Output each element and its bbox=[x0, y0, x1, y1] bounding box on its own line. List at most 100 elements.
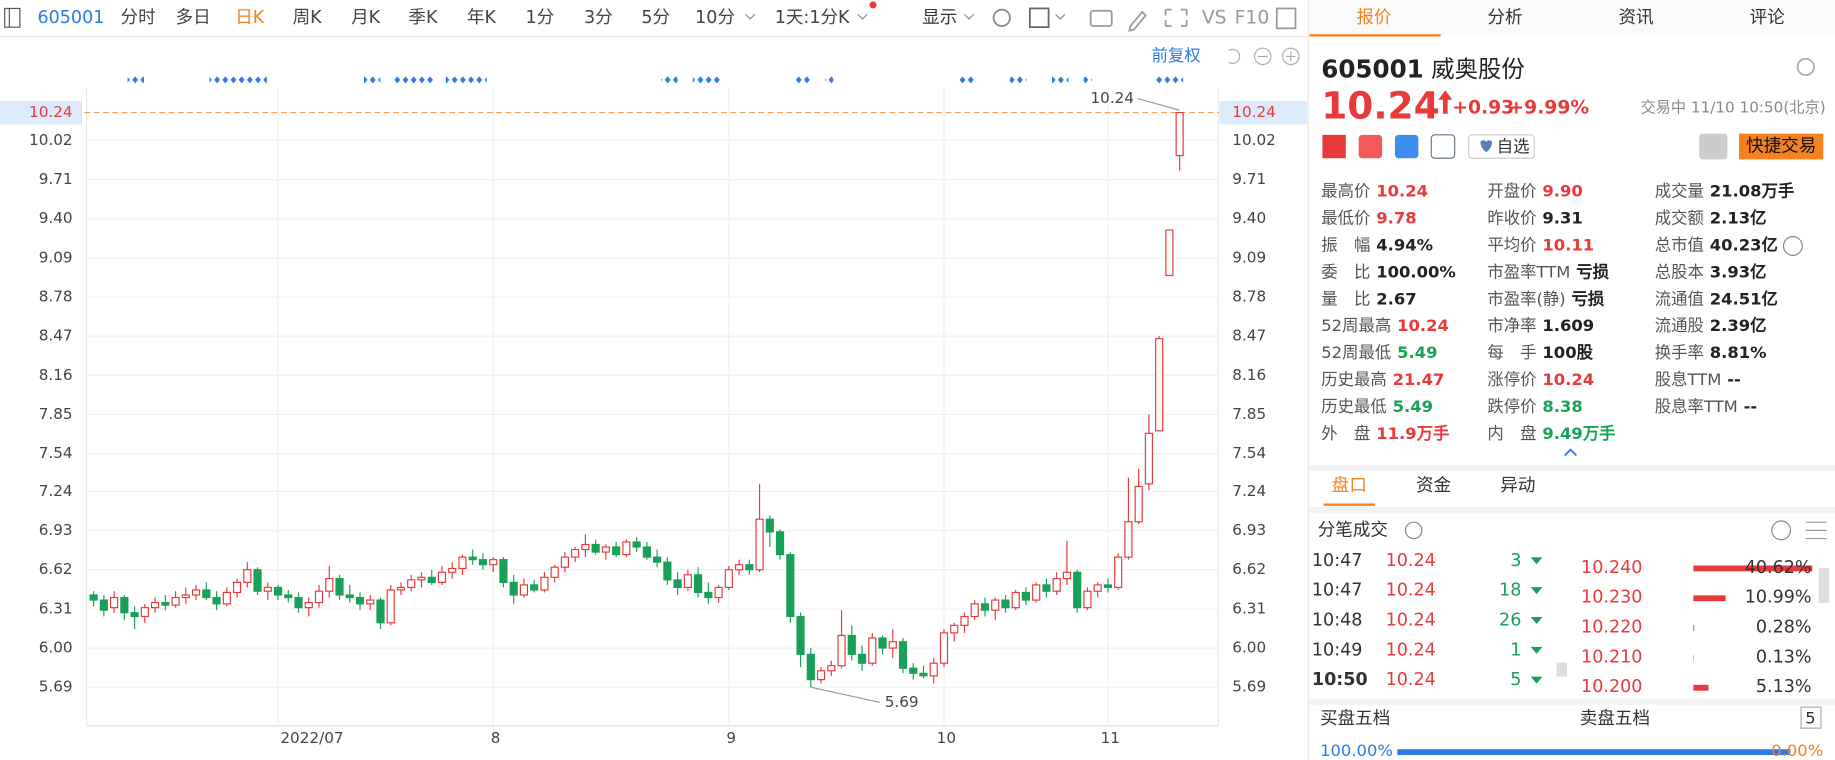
more-icon[interactable] bbox=[1782, 236, 1803, 256]
subtab[interactable]: 资金 bbox=[1416, 476, 1452, 496]
y-tick-label: 9.71 bbox=[39, 170, 73, 188]
panel-icon[interactable] bbox=[1275, 7, 1297, 30]
candle-body bbox=[1052, 578, 1061, 592]
levels[interactable]: 5 bbox=[1805, 708, 1815, 727]
plot: 10.02 10.02 9.71 9.71 9.40 9.40 9.09 9.09 8.78 8.… bbox=[0, 88, 1309, 747]
zoom-icons bbox=[1228, 48, 1296, 65]
settings-icon[interactable] bbox=[1796, 57, 1815, 77]
x-tick-label: 11 bbox=[1101, 729, 1120, 747]
candle-body bbox=[540, 576, 549, 591]
ratio-bar bbox=[1397, 749, 1791, 756]
period-button[interactable]: 周K bbox=[293, 8, 323, 28]
candle-body bbox=[673, 579, 682, 589]
toolbar-code[interactable]: 605001 bbox=[37, 8, 104, 28]
period-button[interactable]: 5分 bbox=[641, 8, 670, 28]
period-button[interactable]: 3分 bbox=[584, 8, 613, 28]
tab[interactable]: 分析 bbox=[1487, 8, 1522, 28]
tab[interactable]: 评论 bbox=[1750, 8, 1786, 28]
sell-arrow bbox=[1530, 557, 1543, 565]
y-tick-label: 7.85 bbox=[39, 405, 73, 423]
candle-body bbox=[468, 556, 477, 561]
candle-body bbox=[714, 586, 723, 599]
zoom-in[interactable] bbox=[1282, 47, 1300, 66]
candle-body bbox=[724, 569, 733, 589]
stat-label: 市盈率TTM bbox=[1487, 262, 1570, 281]
info-icon[interactable] bbox=[1404, 521, 1423, 540]
y2-tick-label: 9.71 bbox=[1232, 170, 1266, 188]
collapse[interactable] bbox=[1564, 448, 1577, 457]
candle-body bbox=[1165, 229, 1174, 277]
stat-value: 8.38 bbox=[1542, 397, 1582, 416]
bell-button[interactable] bbox=[1699, 133, 1728, 160]
more-icon[interactable] bbox=[1771, 520, 1792, 541]
tab[interactable]: 报价 bbox=[1356, 8, 1392, 28]
book-share: 40.62% bbox=[1745, 558, 1812, 578]
stat-value: 9.31 bbox=[1542, 209, 1582, 228]
candle-body bbox=[273, 586, 283, 596]
period-button[interactable]: 分时 bbox=[121, 8, 156, 28]
vs-button[interactable]: VS bbox=[1202, 7, 1227, 28]
list-icon[interactable] bbox=[1805, 521, 1827, 540]
zoom-out[interactable] bbox=[1253, 47, 1272, 66]
subtab[interactable]: 盘口 bbox=[1332, 476, 1367, 496]
stat-value: 5.49 bbox=[1397, 343, 1437, 362]
watch-label[interactable]: 自选 bbox=[1497, 137, 1530, 156]
period-button[interactable]: 季K bbox=[408, 8, 438, 28]
period-button[interactable]: 10分 bbox=[695, 8, 735, 28]
adjust-button[interactable]: 前复权 bbox=[1152, 46, 1201, 65]
candle-body bbox=[140, 607, 149, 618]
buy-ratio: 100.00% bbox=[1320, 741, 1393, 760]
icon[interactable] bbox=[1358, 134, 1383, 159]
trade-button[interactable] bbox=[1739, 133, 1824, 160]
fullscreen-icon[interactable] bbox=[1164, 8, 1188, 27]
y2-tick-label: 6.93 bbox=[1232, 521, 1266, 539]
trade-price: 10.24 bbox=[1386, 670, 1436, 690]
checkbox-icon[interactable] bbox=[1028, 7, 1050, 29]
stat-label: 成交额 bbox=[1655, 209, 1704, 228]
quote-code: 605001 bbox=[1321, 54, 1424, 83]
stat-value: 亏损 bbox=[1572, 289, 1605, 308]
stat-label: 每 手 bbox=[1487, 343, 1536, 362]
period-button[interactable]: 月K bbox=[351, 8, 381, 28]
up-arrow bbox=[1438, 90, 1453, 114]
f10-button[interactable]: F10 bbox=[1235, 7, 1270, 28]
stat-value: 21.08万手 bbox=[1710, 182, 1795, 201]
low-note: 5.69 bbox=[885, 693, 919, 711]
levels-box[interactable] bbox=[1800, 706, 1822, 729]
stat-label: 开盘价 bbox=[1487, 182, 1536, 201]
trade-price: 10.24 bbox=[1386, 640, 1436, 660]
candle-body bbox=[345, 594, 354, 599]
menu-icon[interactable] bbox=[4, 7, 21, 28]
candle-body bbox=[929, 662, 938, 677]
period-button[interactable]: 日K bbox=[235, 8, 265, 28]
y-tick-label: 7.54 bbox=[39, 444, 73, 462]
pen-icon[interactable] bbox=[1128, 10, 1147, 32]
candle-body bbox=[1001, 599, 1010, 609]
display-menu[interactable]: 显示 bbox=[922, 8, 957, 28]
camera-icon[interactable] bbox=[1089, 9, 1113, 27]
watch-button[interactable] bbox=[1468, 134, 1535, 159]
icon[interactable] bbox=[1430, 134, 1456, 159]
icon[interactable] bbox=[1394, 134, 1419, 159]
book-price: 10.210 bbox=[1581, 647, 1642, 667]
trade-label[interactable]: 快捷交易 bbox=[1746, 137, 1816, 157]
settings-icon[interactable] bbox=[992, 8, 1011, 27]
period-button[interactable]: 多日 bbox=[176, 8, 211, 28]
stat-label: 股息TTM bbox=[1655, 370, 1722, 389]
y2-tick-label: 8.47 bbox=[1232, 327, 1266, 345]
ticks-title: 分笔成交 bbox=[1318, 520, 1388, 540]
period-button[interactable]: 1分 bbox=[525, 8, 554, 28]
subtab[interactable]: 异动 bbox=[1500, 476, 1535, 496]
stat-value: 1.609 bbox=[1542, 316, 1594, 335]
tab[interactable]: 资讯 bbox=[1618, 8, 1653, 28]
period-button[interactable]: 年K bbox=[467, 8, 497, 28]
stat-value: 10.24 bbox=[1376, 182, 1428, 201]
stat-label: 换手率 bbox=[1655, 343, 1704, 362]
period-button[interactable]: 1天:1分K bbox=[775, 8, 850, 28]
quote-name: 威奥股份 bbox=[1431, 55, 1525, 83]
candle-body bbox=[827, 665, 836, 672]
quote-status: 交易中 11/10 10:50(北京) bbox=[1640, 98, 1825, 116]
trade-time: 10:47 bbox=[1312, 551, 1363, 571]
candle-body bbox=[325, 578, 334, 592]
